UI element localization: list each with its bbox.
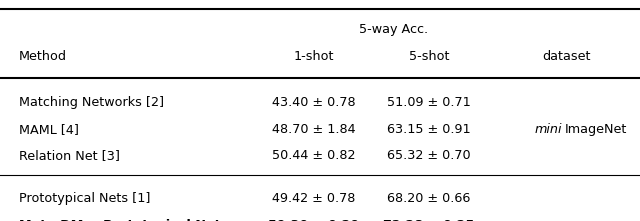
Text: ImageNet: ImageNet [565,123,627,136]
Text: 68.20 ± 0.66: 68.20 ± 0.66 [387,192,470,205]
Text: 43.40 ± 0.78: 43.40 ± 0.78 [272,96,355,109]
Text: 72.28 ± 0.25: 72.28 ± 0.25 [383,219,474,221]
Text: 65.32 ± 0.70: 65.32 ± 0.70 [387,149,470,162]
Text: dataset: dataset [542,50,591,63]
Text: 51.09 ± 0.71: 51.09 ± 0.71 [387,96,470,109]
Text: 48.70 ± 1.84: 48.70 ± 1.84 [272,123,355,136]
Text: Matching Networks [2]: Matching Networks [2] [19,96,164,109]
Text: 63.15 ± 0.91: 63.15 ± 0.91 [387,123,470,136]
Text: 5-way Acc.: 5-way Acc. [359,23,428,36]
Text: mini: mini [534,123,562,136]
Text: Method: Method [19,50,67,63]
Text: 50.44 ± 0.82: 50.44 ± 0.82 [272,149,355,162]
Text: 5-shot: 5-shot [408,50,449,63]
Text: 49.42 ± 0.78: 49.42 ± 0.78 [272,192,355,205]
Text: 1-shot: 1-shot [293,50,334,63]
Text: 59.30 ± 0.29: 59.30 ± 0.29 [268,219,359,221]
Text: MAML [4]: MAML [4] [19,123,79,136]
Text: Prototypical Nets [1]: Prototypical Nets [1] [19,192,150,205]
Text: Meta-DM + Prototypical Nets: Meta-DM + Prototypical Nets [19,219,228,221]
Text: Relation Net [3]: Relation Net [3] [19,149,120,162]
